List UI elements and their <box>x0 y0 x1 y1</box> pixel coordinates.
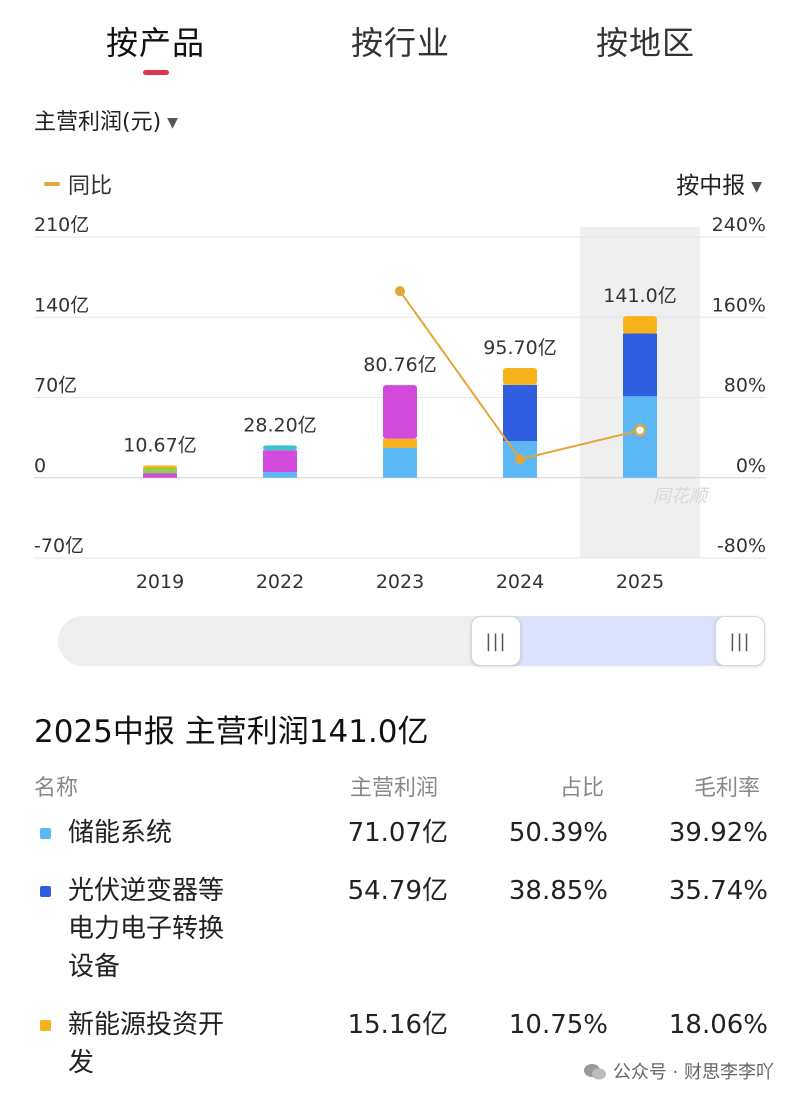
left-axis-tick: -70亿 <box>34 535 84 557</box>
chart-legend: 同比 <box>44 168 112 200</box>
row-name: 新能源投资开发 <box>68 1010 225 1078</box>
row-profit: 71.07亿 <box>347 818 448 848</box>
left-axis-tick: 0 <box>34 455 46 477</box>
bar-segment <box>503 384 537 442</box>
wechat-icon <box>583 1064 606 1080</box>
legend-line-icon <box>44 182 60 186</box>
row-margin: 18.06% <box>668 1010 768 1040</box>
x-axis-tick: 2024 <box>496 571 544 593</box>
header-profit: 主营利润 <box>350 776 439 801</box>
metric-dropdown-label: 主营利润(元) <box>34 110 162 135</box>
period-dropdown[interactable]: 按中报 ▼ <box>676 166 762 200</box>
left-axis-tick: 140亿 <box>34 294 89 316</box>
x-axis-tick: 2023 <box>376 571 424 593</box>
tab-by-industry[interactable]: 按行业 <box>351 24 451 62</box>
x-axis-tick: 2025 <box>616 571 664 593</box>
right-axis-tick: -80% <box>717 535 766 557</box>
row-name: 储能系统 <box>68 818 173 848</box>
yoy-point <box>633 424 647 437</box>
right-axis-tick: 0% <box>736 455 766 477</box>
bar-segment <box>623 333 657 397</box>
yoy-point <box>395 286 405 297</box>
profit-chart[interactable]: 210亿 140亿 70亿 0 -70亿 240% 160% 80% 0% -80% 10.67亿 2… <box>0 215 800 605</box>
tab-bar: 按产品 按行业 按地区 <box>0 0 800 90</box>
bar-segment <box>383 438 417 448</box>
bar-segment <box>263 445 297 451</box>
header-name: 名称 <box>34 776 79 801</box>
range-slider-left-handle[interactable]: ||| <box>471 616 521 666</box>
left-axis-tick: 210亿 <box>34 215 89 236</box>
bar-segment <box>503 368 537 385</box>
bar-segment <box>143 465 177 469</box>
x-axis-tick: 2022 <box>256 571 304 593</box>
bar-segment <box>623 316 657 334</box>
summary-title: 2025中报 主营利润141.0亿 <box>34 714 429 750</box>
period-dropdown-label: 按中报 <box>676 173 746 199</box>
header-margin: 毛利率 <box>694 776 761 801</box>
row-margin: 39.92% <box>668 818 768 848</box>
row-color-marker <box>40 886 51 897</box>
bar-segment <box>623 396 657 478</box>
caret-down-icon: ▼ <box>167 115 178 131</box>
right-axis-tick: 240% <box>712 215 766 236</box>
bar-segment <box>383 447 417 478</box>
row-margin: 35.74% <box>668 876 768 906</box>
right-axis-tick: 160% <box>712 294 766 316</box>
bar-total-label: 95.70亿 <box>483 337 556 359</box>
footer-watermark: 公众号 · 财思李李吖 <box>583 1058 774 1084</box>
bar-segment <box>263 450 297 473</box>
bar-total-label: 10.67亿 <box>123 435 196 457</box>
row-share: 10.75% <box>508 1010 608 1040</box>
bar-total-label: 141.0亿 <box>603 285 676 307</box>
bar-segment <box>263 472 297 478</box>
caret-down-icon: ▼ <box>751 179 762 195</box>
legend-label: 同比 <box>68 174 113 199</box>
bar-segment <box>143 468 177 474</box>
range-slider-right-handle[interactable]: ||| <box>715 616 765 666</box>
tab-by-region[interactable]: 按地区 <box>596 24 696 62</box>
bar-segment <box>383 385 417 439</box>
bar-total-label: 28.20亿 <box>243 414 316 436</box>
row-color-marker <box>40 828 51 839</box>
bar-total-label: 80.76亿 <box>363 354 436 376</box>
row-share: 38.85% <box>508 876 608 906</box>
yoy-point <box>515 454 525 465</box>
metric-dropdown[interactable]: 主营利润(元) ▼ <box>34 104 178 136</box>
bar-segment <box>143 473 177 478</box>
row-name: 光伏逆变器等电力电子转换设备 <box>68 876 225 982</box>
row-share: 50.39% <box>508 818 608 848</box>
header-share: 占比 <box>560 776 605 801</box>
x-axis-tick: 2019 <box>136 571 184 593</box>
left-axis-tick: 70亿 <box>34 375 77 397</box>
active-tab-indicator <box>143 70 169 75</box>
row-color-marker <box>40 1020 51 1031</box>
tab-by-product[interactable]: 按产品 <box>106 24 206 62</box>
right-axis-tick: 80% <box>724 375 766 397</box>
watermark-text: 公众号 · 财思李李吖 <box>612 1062 774 1083</box>
chart-watermark: 同花顺 <box>653 486 710 507</box>
range-slider-track[interactable] <box>58 616 764 666</box>
row-profit: 15.16亿 <box>347 1010 448 1040</box>
row-profit: 54.79亿 <box>347 876 448 906</box>
